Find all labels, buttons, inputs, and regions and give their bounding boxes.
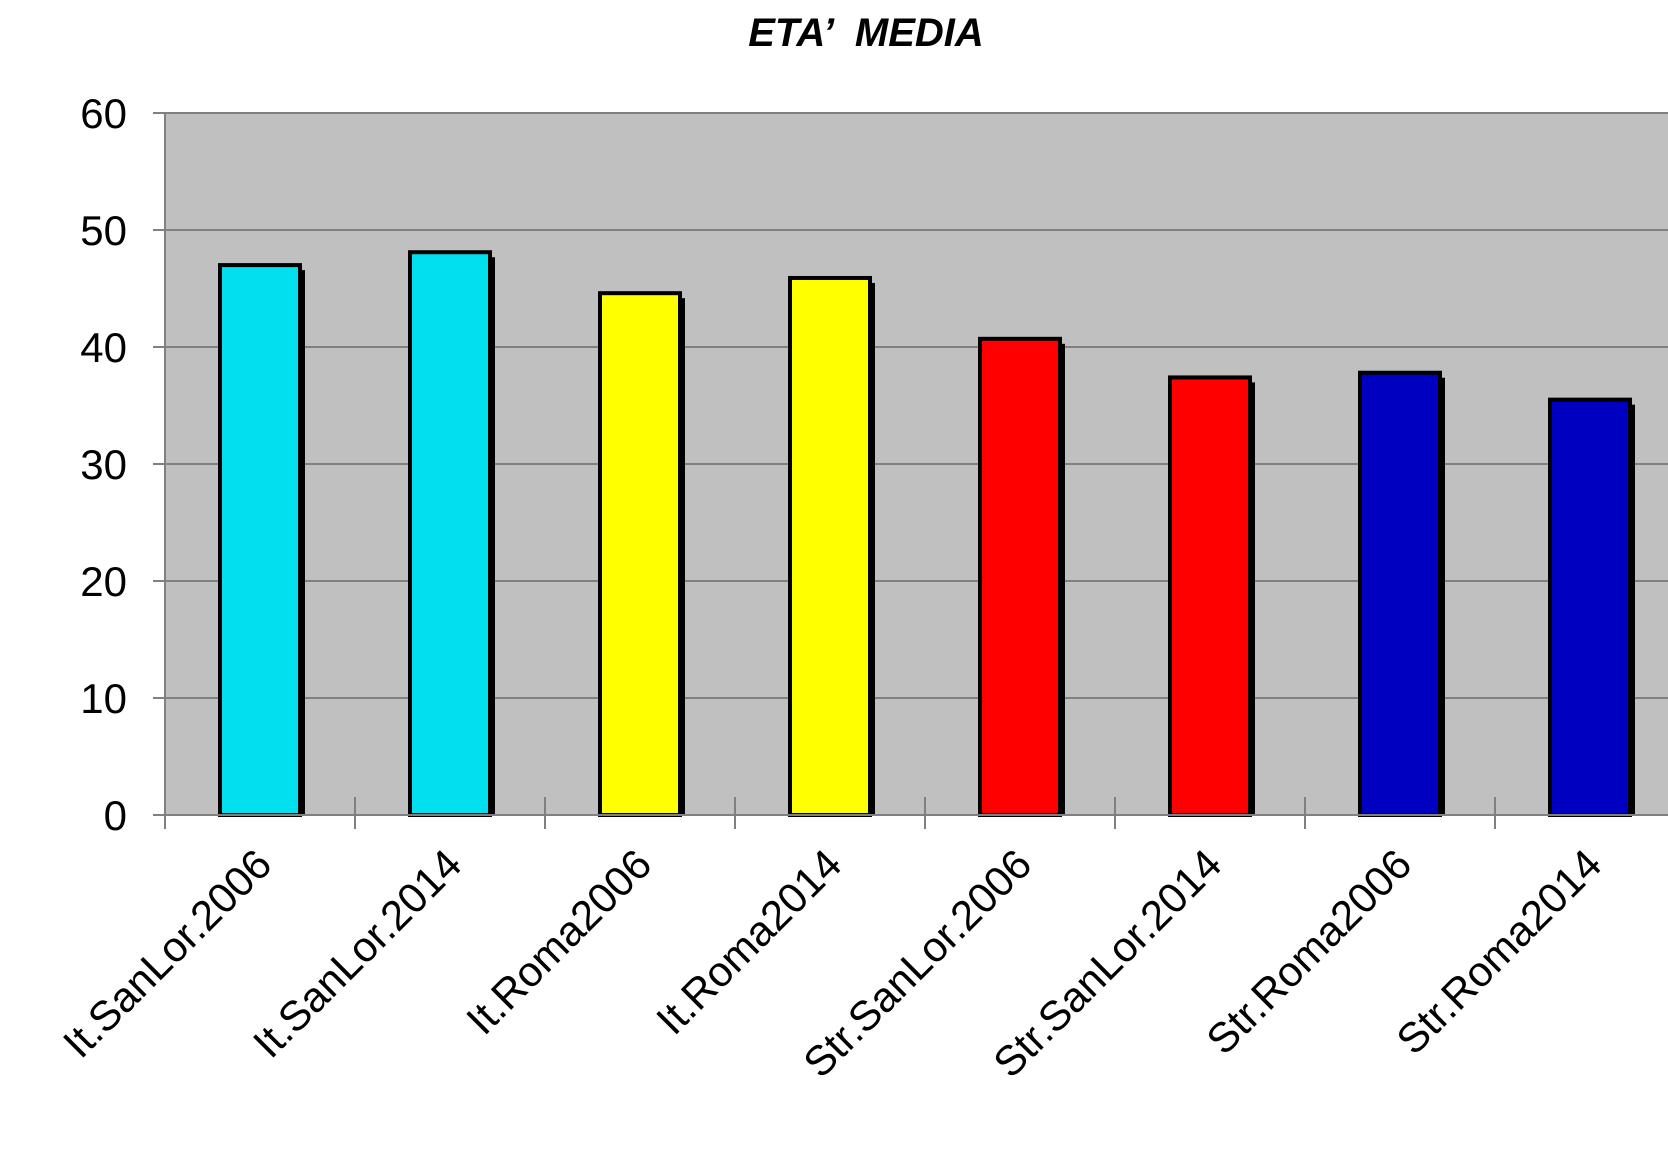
- y-tick-label: 50: [80, 207, 127, 254]
- bar: [598, 291, 682, 817]
- y-tick-label: 20: [80, 558, 127, 605]
- y-tick-label: 30: [80, 441, 127, 488]
- x-category-label: Str.Roma2014: [1387, 840, 1610, 1063]
- bar: [1168, 375, 1252, 817]
- bar: [1548, 397, 1632, 817]
- y-tick-label: 40: [80, 324, 127, 371]
- bar: [1358, 370, 1442, 817]
- y-axis: 0 10 20 30 40 50 60: [80, 90, 166, 839]
- bar: [978, 336, 1062, 817]
- x-category-label: It.Roma2014: [647, 840, 850, 1043]
- bar: [408, 250, 492, 818]
- bar: [788, 275, 872, 818]
- x-axis: It.SanLor.2006It.SanLor.2014It.Roma2006I…: [54, 797, 1668, 1086]
- bars: [218, 250, 1635, 818]
- x-category-label: It.Roma2006: [457, 840, 660, 1043]
- y-tick-label: 0: [104, 792, 127, 839]
- chart-title: ETA’ MEDIA: [748, 11, 984, 55]
- y-tick-label: 60: [80, 90, 127, 137]
- y-tick-label: 10: [80, 675, 127, 722]
- bar: [218, 263, 302, 818]
